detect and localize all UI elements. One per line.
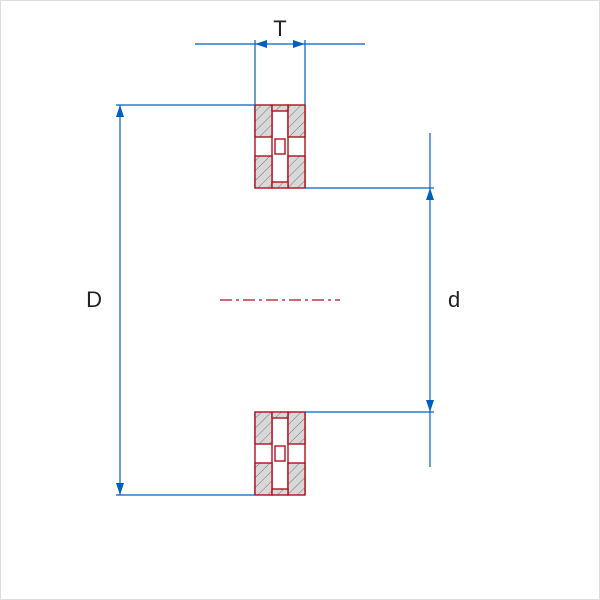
dim-label: D [86,287,102,312]
dim-label: T [273,16,286,41]
dim-label: d [448,287,460,312]
